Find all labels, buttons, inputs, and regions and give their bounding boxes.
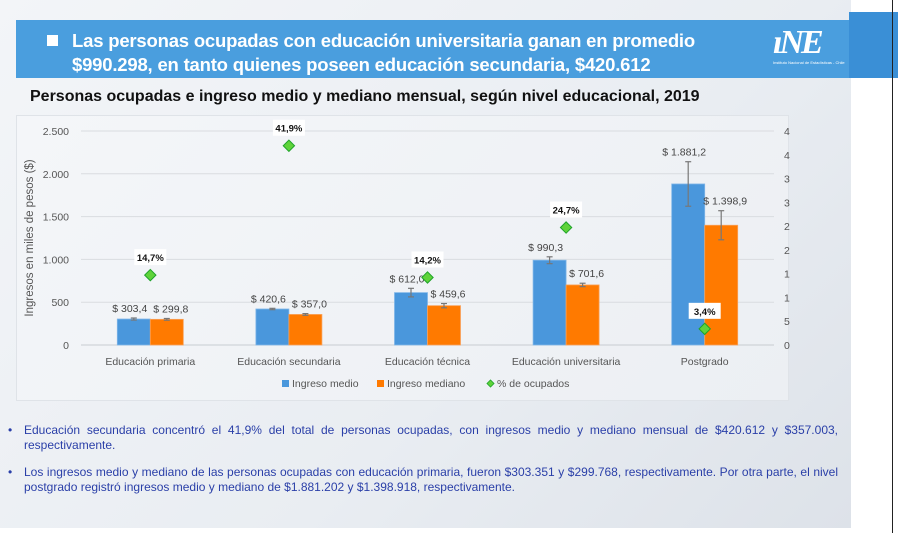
bar-ingreso-medio	[255, 308, 290, 346]
bar-ingreso-mediano	[149, 318, 184, 346]
note-item: Educación secundaria concentró el 41,9% …	[8, 423, 838, 453]
data-label-ocupados: 3,4%	[694, 307, 716, 318]
bar-ingreso-mediano	[565, 284, 600, 346]
bar-ingreso-medio	[671, 183, 706, 346]
bar-ingreso-mediano	[704, 224, 739, 346]
data-label: $ 357,0	[292, 299, 327, 311]
x-tick-label: Educación secundaria	[237, 356, 340, 368]
x-tick-label: Educación primaria	[105, 356, 195, 368]
chart-panel: 0 500 1.000 1.500 2.000 2.500 0% 5% 10% 15% 20% 25%…	[16, 115, 819, 401]
slide: Las personas ocupadas con educación univ…	[0, 0, 851, 528]
headline-banner: Las personas ocupadas con educación univ…	[16, 20, 850, 78]
bar-ingreso-medio	[394, 292, 428, 346]
data-label: $ 701,6	[569, 268, 604, 280]
bar-ingreso-medio	[116, 318, 151, 346]
data-label: $ 1.398,9	[703, 196, 747, 208]
data-label-box	[272, 119, 305, 136]
data-label-ocupados: 14,2%	[414, 255, 441, 266]
y-tick-label: 0	[63, 340, 69, 352]
data-label: $ 459,6	[430, 289, 465, 301]
bar-ingreso-medio	[532, 259, 567, 346]
legend-swatch	[377, 380, 384, 387]
data-label-box	[550, 201, 583, 218]
data-label: $ 420,6	[251, 293, 286, 305]
marker-ocupados	[421, 271, 434, 284]
y-tick-label: 2.500	[43, 126, 69, 138]
marker-ocupados	[698, 322, 712, 336]
data-label-ocupados: 41,9%	[275, 124, 302, 135]
ine-logo: ıNE Instituto Nacional de Estadísticas -…	[773, 24, 845, 66]
marker-ocupados	[559, 221, 573, 234]
data-label: $ 990,3	[528, 242, 563, 254]
note-item: Los ingresos medio y mediano de las pers…	[8, 465, 838, 495]
legend-label: Ingreso medio	[292, 378, 359, 390]
y2-tick-label: 20%	[784, 245, 790, 257]
legend-swatch	[282, 380, 289, 387]
data-label: $ 299,8	[153, 303, 188, 315]
data-label: $ 612,0	[389, 273, 424, 285]
chart-title: Personas ocupadas e ingreso medio y medi…	[30, 88, 700, 105]
data-label-ocupados: 24,7%	[553, 206, 580, 217]
y2-tick-label: 25%	[784, 221, 790, 233]
legend-label: % de ocupados	[497, 378, 569, 390]
data-label-box	[688, 302, 721, 319]
y-tick-label: 1.500	[43, 212, 69, 224]
data-label: $ 303,4	[112, 303, 147, 315]
chart: 0 500 1.000 1.500 2.000 2.500 0% 5% 10% 15% 20% 25%…	[24, 119, 819, 390]
y2-tick-label: 15%	[784, 269, 790, 281]
y2-tick-label: 30%	[784, 197, 790, 209]
legend-swatch	[486, 379, 495, 388]
y2-tick-label: 10%	[784, 292, 790, 304]
headline: Las personas ocupadas con educación univ…	[72, 30, 695, 75]
y2-tick-label: 0%	[784, 340, 790, 352]
square-bullet-icon	[47, 35, 58, 46]
divider	[892, 0, 893, 533]
data-label: $ 1.881,2	[662, 147, 706, 159]
y-tick-label: 500	[51, 297, 69, 309]
bar-ingreso-mediano	[288, 314, 323, 346]
data-label-ocupados: 14,7%	[137, 253, 164, 264]
data-label-box	[411, 251, 444, 268]
y2-tick-label: 35%	[784, 174, 790, 186]
side-tab	[849, 12, 898, 78]
y-tick-label: 2.000	[43, 169, 69, 181]
marker-ocupados	[282, 139, 296, 153]
x-tick-label: Educación universitaria	[512, 356, 621, 368]
data-label-box	[134, 249, 167, 266]
y-tick-label: 1.000	[43, 254, 69, 266]
y2-tick-label: 45%	[784, 126, 790, 138]
notes: Educación secundaria concentró el 41,9% …	[8, 423, 838, 507]
bar-ingreso-mediano	[427, 305, 461, 346]
y2-tick-label: 5%	[784, 316, 790, 328]
x-tick-label: Educación técnica	[385, 356, 470, 368]
legend-label: Ingreso mediano	[387, 378, 465, 390]
y-axis-label: Ingresos en miles de pesos ($)	[24, 159, 36, 316]
marker-ocupados	[143, 268, 157, 282]
y2-tick-label: 40%	[784, 150, 790, 162]
x-tick-label: Postgrado	[681, 356, 729, 368]
